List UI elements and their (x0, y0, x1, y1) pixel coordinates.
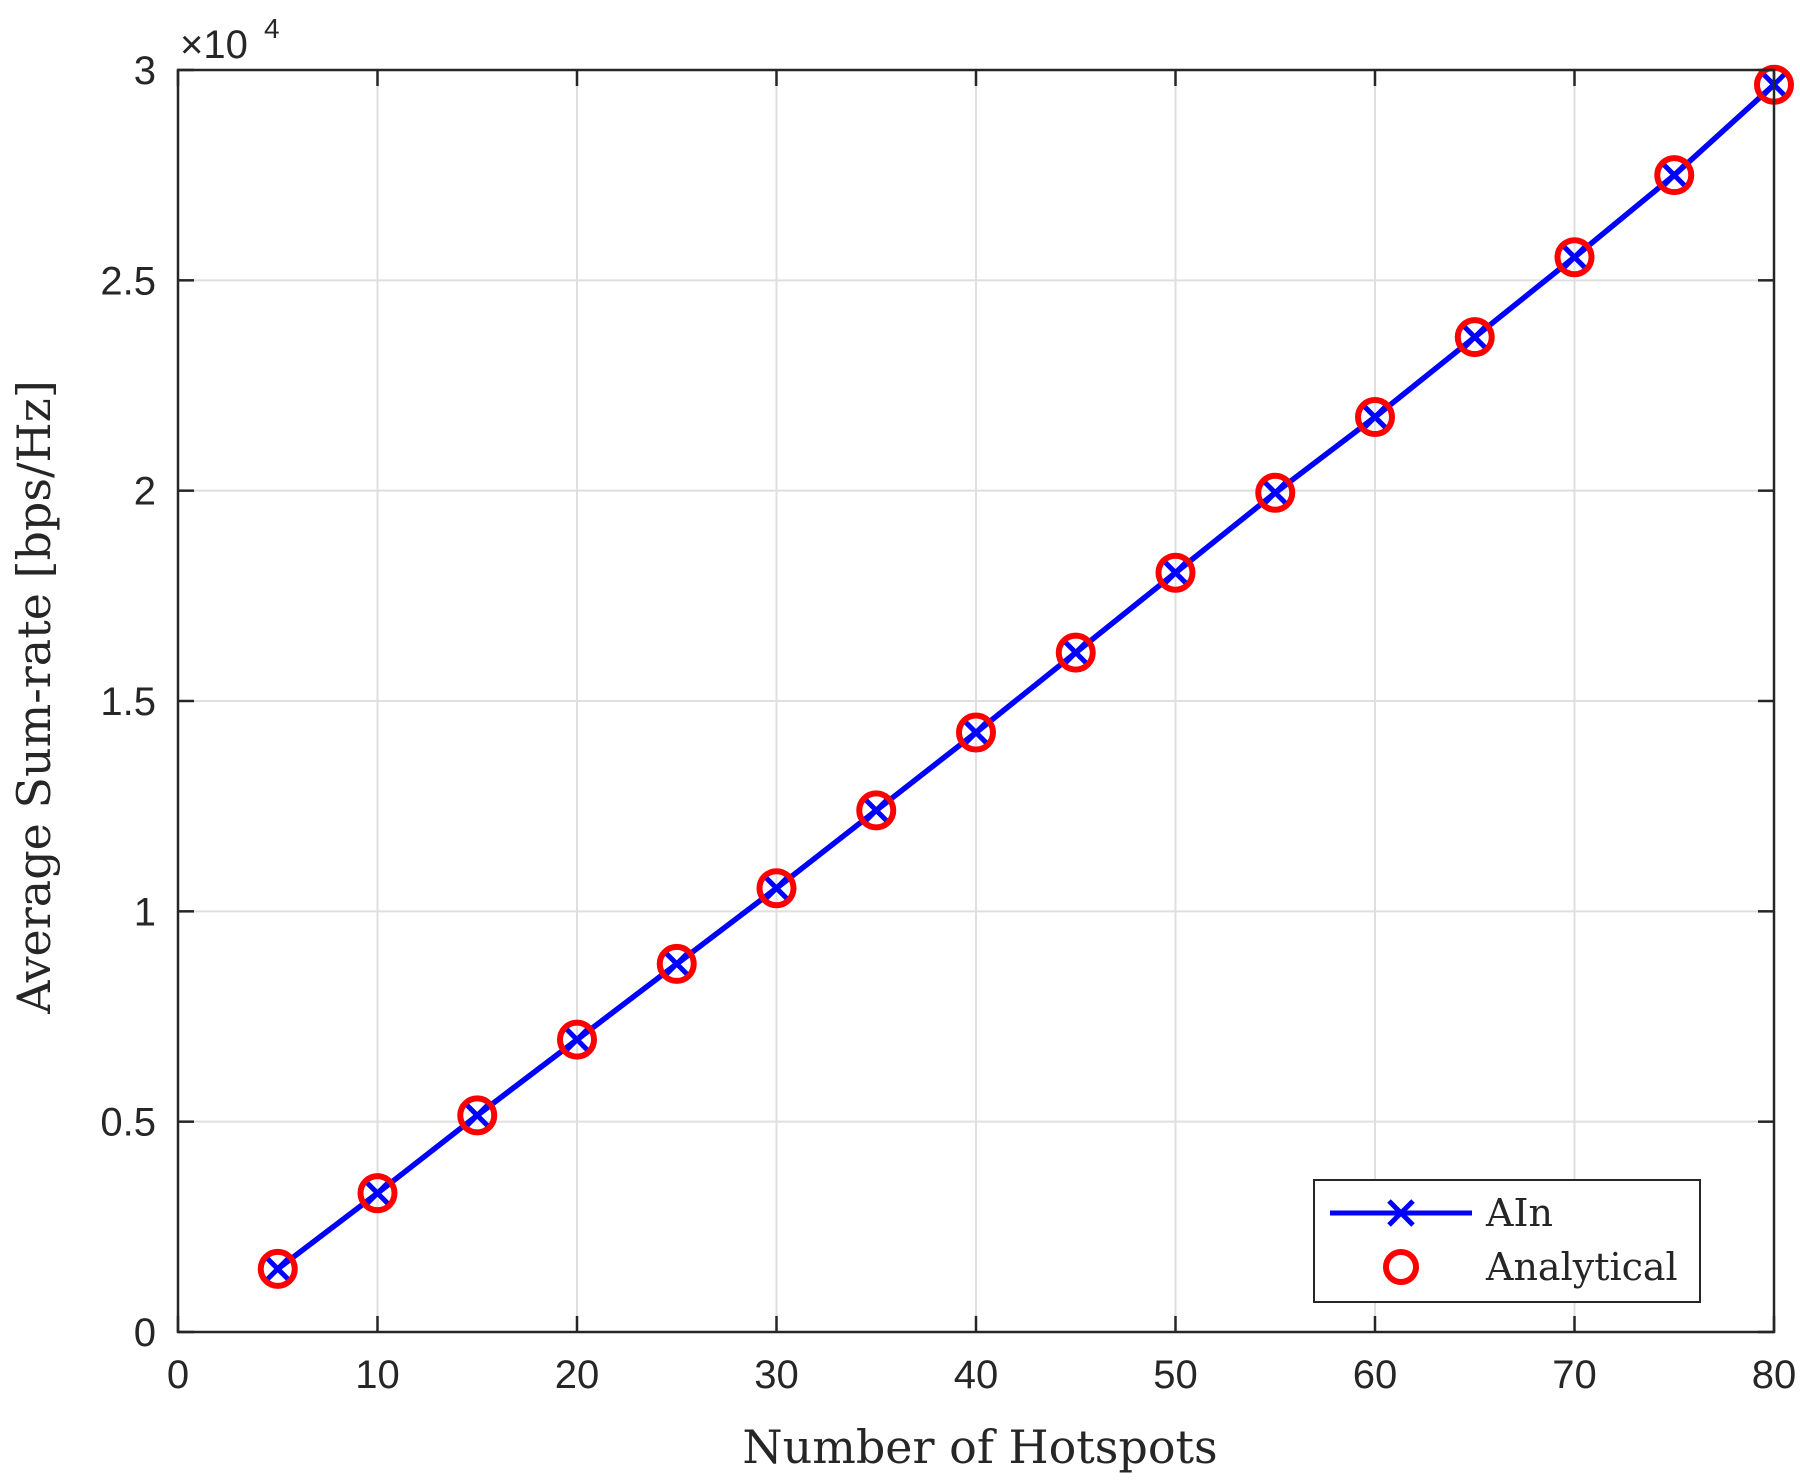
ain-point (1562, 245, 1587, 269)
ain-point (1462, 325, 1487, 349)
legend-entry-analytical: Analytical (1383, 1245, 1678, 1289)
ain-point (864, 798, 889, 823)
y-tick-label: 3 (134, 49, 156, 93)
analytical-point (856, 790, 897, 831)
ain-point (764, 876, 789, 900)
ain-point (964, 720, 988, 745)
y-exponent-label: ×10 4 (180, 13, 280, 67)
analytical-point (956, 712, 996, 753)
analytical-point (1554, 237, 1595, 278)
x-tick-label: 60 (1353, 1353, 1398, 1397)
x-tick-label: 30 (754, 1353, 799, 1397)
x-tick-label: 10 (355, 1353, 400, 1397)
legend-label-analytical: Analytical (1485, 1245, 1678, 1289)
analytical-point (1155, 552, 1196, 593)
y-tick-label: 2 (134, 470, 156, 514)
y-exponent-base: ×10 (180, 23, 248, 67)
ain-point (465, 1103, 490, 1128)
series-line-ain (276, 82, 1776, 1272)
ain-point (365, 1181, 390, 1205)
y-tick-label: 0.5 (100, 1101, 156, 1145)
x-tick-label: 50 (1153, 1353, 1198, 1397)
y-exponent-power: 4 (264, 13, 280, 44)
analytical-point (557, 1019, 597, 1060)
analytical-point (1454, 317, 1495, 358)
legend-x-marker-icon (1387, 1199, 1415, 1227)
plot-area (257, 64, 1794, 1289)
ain-point (1063, 640, 1088, 665)
x-tick-label: 40 (954, 1353, 999, 1397)
ain-point (265, 1257, 290, 1281)
ain-point (1363, 405, 1387, 429)
ain-point (1163, 560, 1188, 585)
axis-ticks: 0 10 20 30 40 50 60 70 80 0 0.5 1 1.5 2 2.5 3 (100, 49, 1796, 1397)
ain-point (664, 952, 689, 976)
analytical-point (1355, 397, 1395, 438)
y-tick-label: 1 (134, 890, 156, 934)
legend-circle-marker-icon (1383, 1249, 1419, 1285)
x-tick-label: 80 (1752, 1353, 1797, 1397)
x-axis-title: Number of Hotspots (742, 1420, 1217, 1474)
analytical-point (1055, 632, 1096, 673)
analytical-point (257, 1248, 298, 1289)
legend: AIn Analytical (1313, 1179, 1701, 1303)
analytical-point (1255, 472, 1296, 513)
legend-label-ain: AIn (1485, 1191, 1553, 1235)
ain-point (565, 1027, 589, 1052)
analytical-point (457, 1095, 498, 1136)
ain-point (1662, 163, 1687, 187)
y-tick-label: 2.5 (100, 259, 156, 303)
analytical-point (656, 943, 697, 984)
y-axis-title: Average Sum-rate [bps/Hz] (7, 380, 61, 1015)
x-tick-label: 0 (167, 1353, 189, 1397)
legend-entry-ain: AIn (1330, 1191, 1553, 1235)
legend-box (1313, 1179, 1701, 1303)
analytical-point (1654, 155, 1695, 196)
x-tick-label: 20 (555, 1353, 600, 1397)
analytical-point (756, 868, 797, 909)
y-tick-label: 1.5 (100, 680, 156, 724)
x-tick-label: 70 (1552, 1353, 1597, 1397)
ain-point (1263, 481, 1288, 505)
y-tick-label: 0 (134, 1311, 156, 1355)
analytical-point (357, 1173, 398, 1214)
